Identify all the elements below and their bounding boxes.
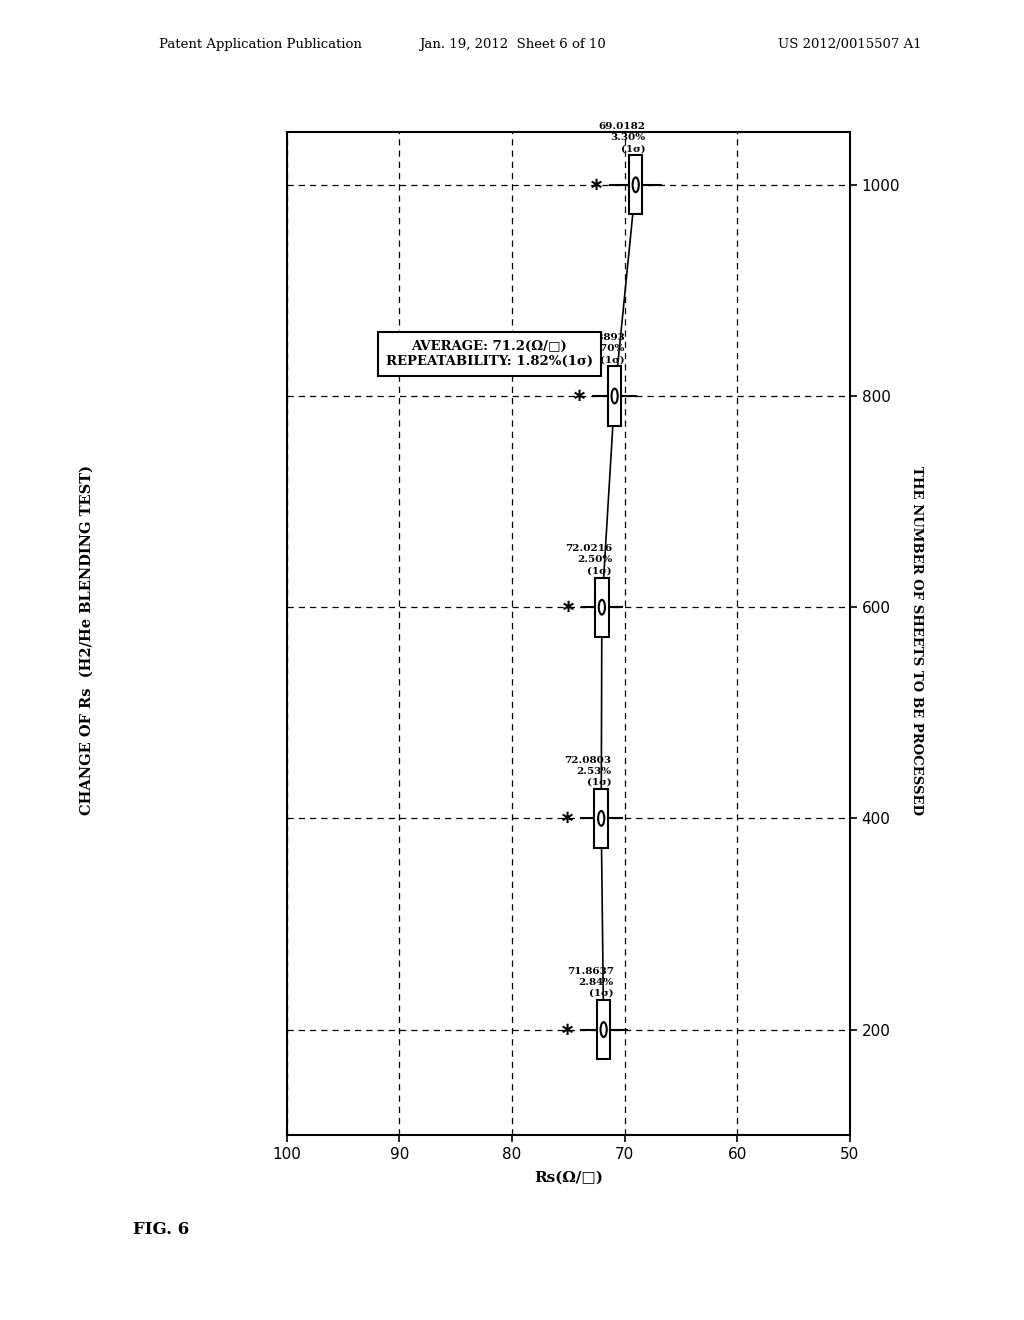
Text: ∗: ∗ [560,598,575,616]
Text: Patent Application Publication: Patent Application Publication [159,37,361,50]
Text: CHANGE OF Rs  (H2/He BLENDING TEST): CHANGE OF Rs (H2/He BLENDING TEST) [80,465,94,816]
Text: 70.8893
2.70%
(1σ): 70.8893 2.70% (1σ) [578,333,625,364]
Ellipse shape [599,599,605,615]
Text: THE NUMBER OF SHEETS TO BE PROCESSED: THE NUMBER OF SHEETS TO BE PROCESSED [910,466,923,814]
Ellipse shape [600,1022,607,1038]
Text: ∗: ∗ [572,387,587,405]
Text: 71.8637
2.84%
(1σ): 71.8637 2.84% (1σ) [567,966,613,998]
Bar [595,789,608,847]
Bar [608,367,622,425]
Ellipse shape [598,810,604,826]
Text: ∗: ∗ [559,1020,574,1039]
Ellipse shape [611,388,617,404]
Bar [595,578,608,636]
Text: ∗: ∗ [559,809,574,828]
Bar [629,156,642,214]
Text: 72.0216
2.50%
(1σ): 72.0216 2.50% (1σ) [565,544,612,576]
Text: US 2012/0015507 A1: US 2012/0015507 A1 [778,37,922,50]
Text: Jan. 19, 2012  Sheet 6 of 10: Jan. 19, 2012 Sheet 6 of 10 [419,37,605,50]
X-axis label: Rs(Ω/□): Rs(Ω/□) [534,1171,603,1184]
Text: ∗: ∗ [589,176,604,194]
Bar [597,1001,610,1059]
Text: AVERAGE: 71.2(Ω/□)
REPEATABILITY: 1.82%(1σ): AVERAGE: 71.2(Ω/□) REPEATABILITY: 1.82%(… [386,339,593,368]
Text: 69.0182
3.30%
(1σ): 69.0182 3.30% (1σ) [599,121,646,153]
Text: 72.0803
2.53%
(1σ): 72.0803 2.53% (1σ) [564,755,611,787]
Text: FIG. 6: FIG. 6 [133,1221,189,1238]
Ellipse shape [633,177,639,193]
